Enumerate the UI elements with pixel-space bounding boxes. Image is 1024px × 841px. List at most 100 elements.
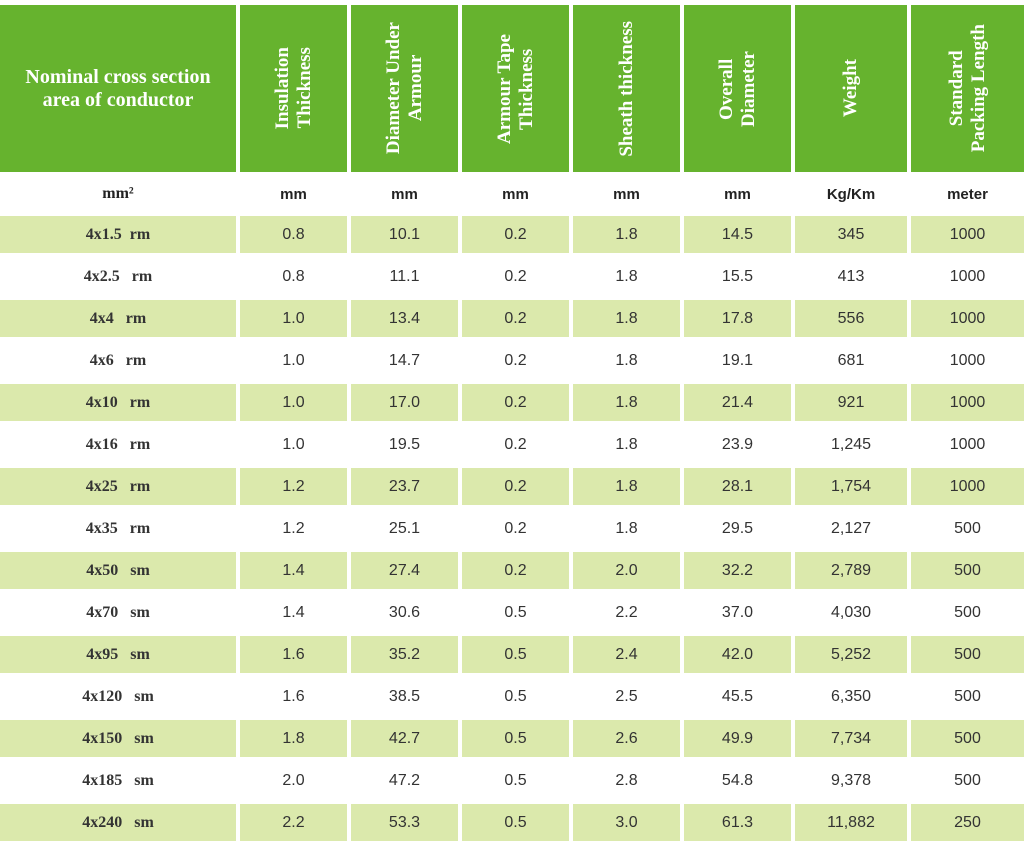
- table-cell: 19.1: [721, 351, 754, 369]
- conductor-size-cell: 4x50 sm: [0, 552, 236, 589]
- table-cell: 17.0: [351, 384, 458, 421]
- table-cell: 6,350: [830, 687, 872, 705]
- table-cell: 1000: [911, 300, 1024, 337]
- table-cell: 0.2: [504, 519, 527, 537]
- table-cell: 37.0: [721, 603, 754, 621]
- table-cell: 556: [795, 300, 907, 337]
- table-cell: 2.0: [573, 552, 680, 589]
- unit-cell: mm: [502, 185, 529, 203]
- table-row: 4x6 rm 1.0 14.7 0.2 1.8 19.1 681 1000: [0, 342, 1024, 379]
- table-row: 4x2.5 rm 0.8 11.1 0.2 1.8 15.5 413 1000: [0, 258, 1024, 295]
- table-cell: 17.8: [684, 300, 791, 337]
- table-row: 4x120 sm 1.6 38.5 0.5 2.5 45.5 6,350 500: [0, 678, 1024, 715]
- table-cell: 0.5: [462, 720, 569, 757]
- table-cell: 681: [837, 351, 865, 369]
- table-cell: 0.2: [462, 300, 569, 337]
- table-cell: 2.6: [573, 720, 680, 757]
- table-cell: 27.4: [351, 552, 458, 589]
- header-label: Sheath thickness: [615, 20, 637, 157]
- conductor-size-cell: 4x1.5 rm: [0, 216, 236, 253]
- table-body: 4x1.5 rm 0.8 10.1 0.2 1.8 14.5 345 1000 4x2.5 rm…: [0, 216, 1024, 841]
- table-cell: 2.2: [240, 804, 347, 841]
- table-cell: 413: [837, 267, 865, 285]
- conductor-size-cell: 4x70 sm: [86, 603, 150, 621]
- table-cell: 19.5: [388, 435, 421, 453]
- unit-cell: meter: [947, 185, 988, 203]
- conductor-size-cell: 4x95 sm: [0, 636, 236, 673]
- table-cell: 1.6: [282, 687, 305, 705]
- table-cell: 1.0: [282, 435, 305, 453]
- table-cell: 0.5: [462, 804, 569, 841]
- table-cell: 0.5: [504, 687, 527, 705]
- conductor-size-cell: 4x16 rm: [85, 435, 151, 453]
- header-label: Insulation Thickness: [271, 47, 315, 130]
- table-cell: 1000: [949, 435, 986, 453]
- table-row: 4x50 sm 1.4 27.4 0.2 2.0 32.2 2,789 500: [0, 552, 1024, 589]
- header-nominal-cross-section: Nominal cross section area of conductor: [0, 5, 236, 172]
- table-row: 4x150 sm 1.8 42.7 0.5 2.6 49.9 7,734 500: [0, 720, 1024, 757]
- table-row: 4x4 rm 1.0 13.4 0.2 1.8 17.8 556 1000: [0, 300, 1024, 337]
- table-cell: 13.4: [351, 300, 458, 337]
- table-cell: 0.2: [462, 552, 569, 589]
- table-header-row: Nominal cross section area of conductor …: [0, 0, 1024, 172]
- table-cell: 14.7: [388, 351, 421, 369]
- table-row: 4x16 rm 1.0 19.5 0.2 1.8 23.9 1,245 1000: [0, 426, 1024, 463]
- table-row: 4x240 sm 2.2 53.3 0.5 3.0 61.3 11,882 250: [0, 804, 1024, 841]
- table-cell: 53.3: [351, 804, 458, 841]
- table-cell: 7,734: [795, 720, 907, 757]
- table-cell: 38.5: [388, 687, 421, 705]
- conductor-size-cell: 4x2.5 rm: [83, 267, 153, 285]
- table-cell: 2.0: [282, 771, 305, 789]
- conductor-size-cell: 4x4 rm: [0, 300, 236, 337]
- table-cell: 500: [911, 720, 1024, 757]
- table-cell: 35.2: [351, 636, 458, 673]
- unit-cell: mm²: [102, 185, 134, 202]
- table-cell: 1.0: [240, 300, 347, 337]
- table-cell: 61.3: [684, 804, 791, 841]
- table-cell: 1,754: [795, 468, 907, 505]
- conductor-size-cell: 4x120 sm: [82, 687, 154, 705]
- table-cell: 1000: [911, 384, 1024, 421]
- table-row: 4x95 sm 1.6 35.2 0.5 2.4 42.0 5,252 500: [0, 636, 1024, 673]
- table-cell: 1,245: [830, 435, 872, 453]
- table-cell: 4,030: [830, 603, 872, 621]
- table-cell: 500: [911, 636, 1024, 673]
- table-cell: 5,252: [795, 636, 907, 673]
- table-cell: 0.2: [504, 435, 527, 453]
- table-cell: 30.6: [388, 603, 421, 621]
- table-cell: 1.2: [282, 519, 305, 537]
- table-cell: 2.5: [615, 687, 638, 705]
- table-cell: 921: [795, 384, 907, 421]
- table-cell: 0.2: [504, 267, 527, 285]
- conductor-size-cell: 4x25 rm: [0, 468, 236, 505]
- table-row: 4x25 rm 1.2 23.7 0.2 1.8 28.1 1,754 1000: [0, 468, 1024, 505]
- units-row: mm² mm mm mm mm mm Kg/Km meter: [0, 172, 1024, 216]
- table-cell: 0.2: [462, 468, 569, 505]
- header-label: Overall Diameter: [715, 50, 759, 127]
- conductor-size-cell: 4x10 rm: [0, 384, 236, 421]
- table-cell: 2.4: [573, 636, 680, 673]
- table-cell: 11,882: [795, 804, 907, 841]
- table-row: 4x10 rm 1.0 17.0 0.2 1.8 21.4 921 1000: [0, 384, 1024, 421]
- table-cell: 1.8: [615, 267, 638, 285]
- table-cell: 0.2: [504, 351, 527, 369]
- conductor-size-cell: 4x35 rm: [85, 519, 151, 537]
- table-cell: 0.5: [504, 603, 527, 621]
- table-row: 4x1.5 rm 0.8 10.1 0.2 1.8 14.5 345 1000: [0, 216, 1024, 253]
- table-cell: 1000: [949, 267, 986, 285]
- table-cell: 1.4: [282, 603, 305, 621]
- table-cell: 1.8: [615, 519, 638, 537]
- header-label: Nominal cross section area of conductor: [25, 65, 211, 111]
- table-cell: 1.8: [615, 435, 638, 453]
- header-label: Standard Packing Length: [945, 24, 989, 153]
- unit-cell: mm: [613, 185, 640, 203]
- table-cell: 42.7: [351, 720, 458, 757]
- table-cell: 500: [911, 552, 1024, 589]
- table-cell: 0.2: [462, 384, 569, 421]
- table-cell: 250: [911, 804, 1024, 841]
- header-insulation-thickness: Insulation Thickness: [240, 5, 347, 172]
- table-cell: 500: [954, 771, 981, 789]
- conductor-size-cell: 4x150 sm: [0, 720, 236, 757]
- conductor-size-cell: 4x185 sm: [82, 771, 154, 789]
- table-row: 4x185 sm 2.0 47.2 0.5 2.8 54.8 9,378 500: [0, 762, 1024, 799]
